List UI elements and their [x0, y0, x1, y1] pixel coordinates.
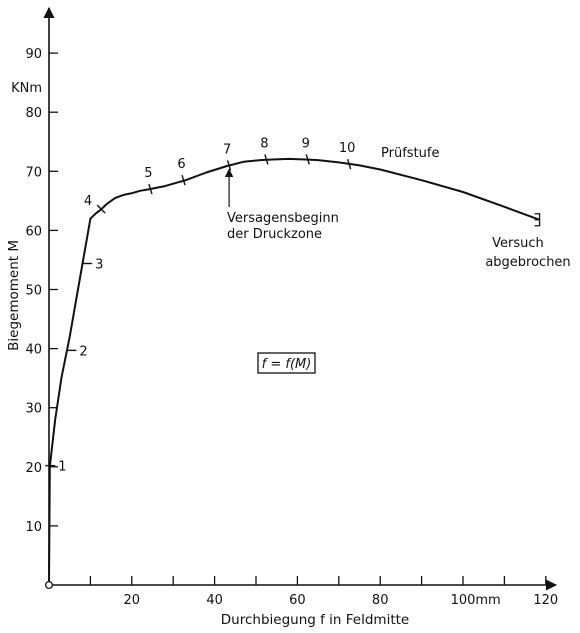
stage-label: 9 [302, 136, 310, 151]
origin-marker [44, 580, 54, 590]
y-tick-label: 70 [25, 165, 42, 180]
y-tick-label: 50 [25, 284, 42, 299]
formula-box [257, 352, 316, 374]
x-axis-unit: mm [475, 593, 500, 608]
test-stopped-label-line2: abgebrochen [485, 255, 570, 270]
x-tick-label: 80 [372, 593, 389, 608]
x-axis-ticks: 20 40 60 80 100 120 [89, 576, 558, 608]
y-axis-title: Biegemoment M [6, 240, 22, 351]
x-tick-label: 40 [206, 593, 223, 608]
y-axis-ticks: 10 20 30 40 50 60 70 80 90 [25, 47, 58, 535]
stage-label: 1 [58, 460, 66, 475]
stage-mark [346, 159, 352, 170]
stage-label: 2 [79, 344, 87, 359]
stage-label: 3 [95, 257, 103, 272]
failure-onset-label-line1: Versagensbeginn [227, 211, 339, 226]
y-tick-label: 40 [25, 343, 42, 358]
stage-mark [181, 174, 186, 186]
stage-mark [305, 154, 310, 165]
stage-series-label: Prüfstufe [381, 146, 439, 161]
stage-mark [264, 154, 269, 165]
x-tick-label: 20 [124, 593, 141, 608]
x-tick-label: 100 [451, 593, 476, 608]
y-tick-label: 30 [25, 402, 42, 417]
y-tick-label: 80 [25, 106, 42, 121]
axes [43, 6, 558, 591]
y-tick-label: 90 [25, 47, 42, 62]
x-tick-label: 60 [289, 593, 306, 608]
y-axis-unit: KNm [11, 81, 42, 96]
x-axis-title: Durchbiegung f in Feldmitte [221, 612, 409, 628]
stage-label: 5 [144, 166, 152, 181]
failure-onset-label-line2: der Druckzone [227, 227, 322, 242]
x-tick-label: 120 [533, 593, 558, 608]
test-stopped-marker [534, 213, 541, 227]
stage-mark [148, 183, 153, 195]
stage-label: 7 [223, 142, 231, 157]
formula-label: f = f(M) [262, 357, 312, 372]
stage-label: 6 [177, 157, 185, 172]
y-tick-label: 60 [25, 224, 42, 239]
stage-label: 4 [84, 194, 92, 209]
stage-label: 10 [339, 141, 356, 156]
test-stopped-label-line1: Versuch [492, 236, 544, 251]
stage-marks: 1 2 3 4 5 6 7 8 9 10 [45, 136, 356, 475]
y-tick-label: 20 [25, 461, 42, 476]
stage-mark [96, 204, 106, 214]
stage-label: 8 [260, 136, 268, 151]
y-tick-label: 10 [25, 520, 42, 535]
